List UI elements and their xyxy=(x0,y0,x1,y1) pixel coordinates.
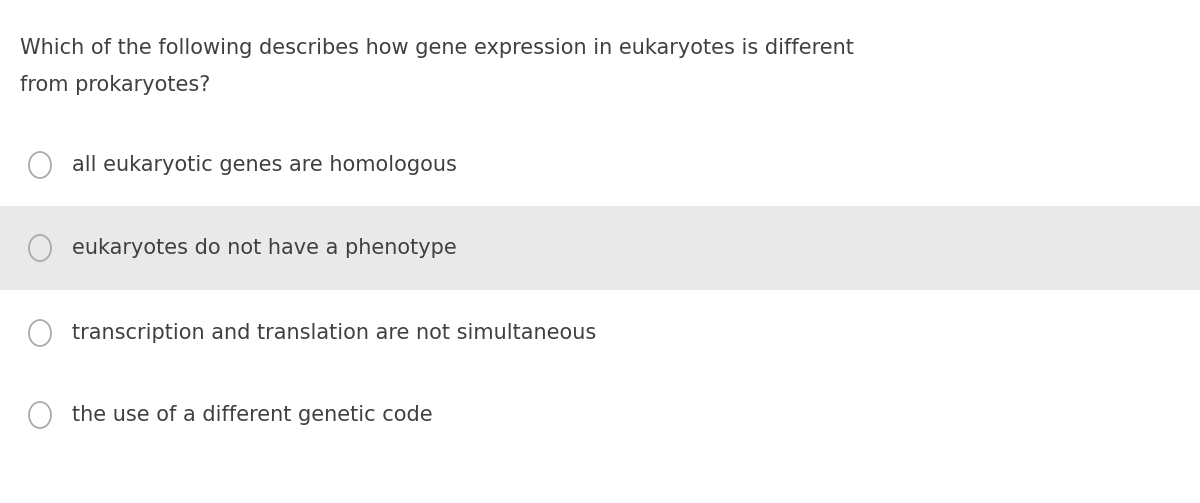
Text: from prokaryotes?: from prokaryotes? xyxy=(20,75,210,95)
FancyBboxPatch shape xyxy=(0,206,1200,290)
Text: the use of a different genetic code: the use of a different genetic code xyxy=(72,405,433,425)
Text: eukaryotes do not have a phenotype: eukaryotes do not have a phenotype xyxy=(72,238,457,258)
Text: all eukaryotic genes are homologous: all eukaryotic genes are homologous xyxy=(72,155,457,175)
Text: transcription and translation are not simultaneous: transcription and translation are not si… xyxy=(72,323,596,343)
Text: Which of the following describes how gene expression in eukaryotes is different: Which of the following describes how gen… xyxy=(20,38,854,58)
